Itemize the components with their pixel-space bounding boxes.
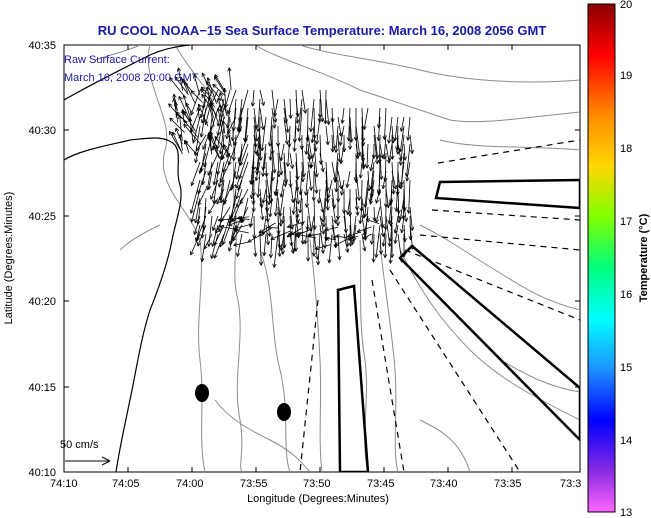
x-tick-label: 74:10 [50, 478, 78, 490]
station-dot-1 [195, 384, 209, 402]
x-axis-label: Longitude (Degrees:Minutes) [247, 493, 389, 505]
current-label-line2: March 16, 2008 20:00 GMT [64, 72, 199, 84]
y-tick-label: 40:15 [28, 382, 56, 394]
colorbar-tick-label: 16 [620, 289, 632, 301]
x-tick-label: 74:00 [176, 478, 204, 490]
colorbar-label: Temperature (°C) [638, 213, 650, 302]
x-tick-label: 74:05 [112, 478, 140, 490]
colorbar-tick-label: 17 [620, 216, 632, 228]
colorbar-ticks: 20 19 18 17 16 15 14 13 [620, 0, 632, 518]
y-tick-label: 40:20 [28, 296, 56, 308]
y-tick-label: 40:30 [28, 125, 56, 137]
colorbar-tick-label: 20 [620, 0, 632, 11]
scale-bar-arrow [65, 456, 111, 466]
x-axis: 74:10 74:05 74:00 73:55 73:50 73:45 73:4… [50, 45, 581, 490]
colorbar-tick-label: 13 [620, 507, 632, 518]
colorbar-tick-label: 18 [620, 143, 632, 155]
x-tick-label: 73:3 [560, 478, 581, 490]
x-tick-label: 73:40 [430, 478, 458, 490]
coastline [64, 45, 191, 472]
colorbar-tick-label: 14 [620, 435, 632, 447]
colorbar-tick-label: 19 [620, 70, 632, 82]
transect-lines [299, 139, 580, 472]
y-tick-label: 40:25 [28, 211, 56, 223]
y-tick-label: 40:35 [28, 40, 56, 52]
scale-bar-label: 50 cm/s [60, 439, 99, 451]
sampling-boxes [336, 178, 580, 472]
x-tick-label: 73:55 [240, 478, 268, 490]
station-dot-2 [277, 403, 291, 421]
x-tick-label: 73:50 [303, 478, 331, 490]
map-title: RU COOL NOAA−15 Sea Surface Temperature:… [98, 23, 547, 38]
current-label-line1: Raw Surface Current: [64, 54, 170, 66]
colorbar [587, 3, 616, 513]
y-axis: 40:35 40:30 40:25 40:20 40:15 40:10 [28, 40, 580, 479]
y-axis-label: Latitude (Degrees:Minutes) [3, 192, 15, 325]
plot-frame [63, 44, 581, 473]
x-tick-label: 73:45 [367, 478, 395, 490]
colorbar-tick-label: 15 [620, 362, 632, 374]
x-tick-label: 73:35 [494, 478, 522, 490]
y-tick-label: 40:10 [28, 467, 56, 479]
surface-current-vectors [168, 67, 415, 268]
